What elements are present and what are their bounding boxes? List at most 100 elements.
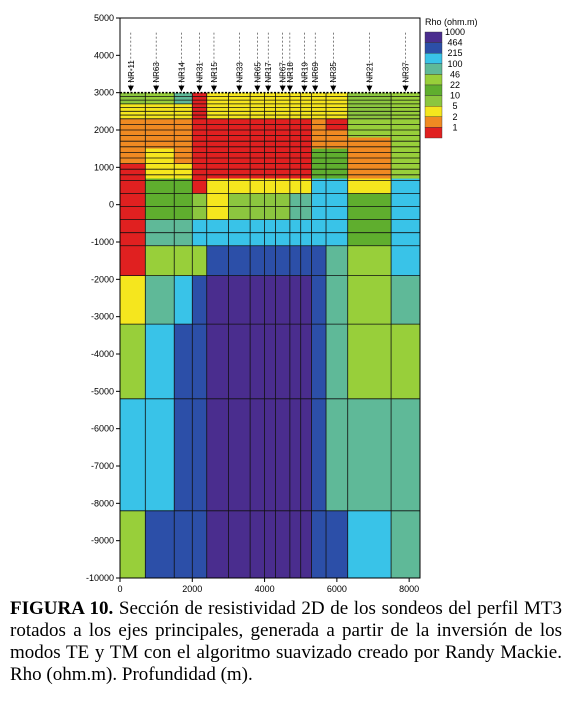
rho-cell-5	[347, 178, 392, 194]
x-tick-label: 6000	[327, 584, 347, 594]
legend-label: 464	[447, 38, 462, 48]
y-tick-label: 0	[109, 200, 114, 210]
station-label: NR18	[286, 62, 295, 83]
rho-cell-464	[326, 510, 348, 578]
station-marker: NR37	[402, 32, 411, 92]
station-label: NR33	[235, 62, 244, 83]
station-triangle-icon	[286, 85, 293, 92]
station-marker: NR63	[152, 32, 161, 92]
figure-caption: FIGURA 10. Sección de resistividad 2D de…	[10, 598, 562, 686]
legend-swatch	[424, 63, 443, 75]
x-tick-label: 8000	[399, 584, 419, 594]
rho-cell-464	[311, 245, 327, 578]
station-label: NR37	[402, 62, 411, 83]
rho-cell-215	[174, 275, 193, 325]
plot-frame	[119, 17, 421, 579]
station-label: NR21	[365, 62, 374, 83]
legend-label: 100	[447, 59, 462, 69]
y-tick-label: 2000	[94, 125, 114, 135]
station-triangle-icon	[178, 85, 185, 92]
y-axis: 5000 4000 3000 2000 1000 0 -1000 -2000 -3000 -400…	[86, 13, 120, 583]
station-label: NR-11	[127, 60, 136, 83]
rho-cell-1	[192, 92, 207, 194]
station-label: NR65	[253, 62, 262, 83]
rho-cell-100	[391, 510, 420, 578]
station-marker: NR15	[210, 32, 219, 92]
station-marker: NR65	[253, 32, 262, 92]
station-marker: NR17	[264, 32, 273, 92]
station-marker: NR69	[311, 32, 320, 92]
station-marker: NR18	[286, 32, 295, 92]
y-tick-label: -1000	[91, 237, 114, 247]
station-marker: NR19	[300, 32, 309, 92]
rho-cell-5	[174, 163, 193, 179]
rho-cell-10	[120, 92, 146, 104]
y-tick-label: -3000	[91, 312, 114, 322]
rho-cell-215	[311, 178, 348, 246]
station-triangle-icon	[236, 85, 243, 92]
station-marker: NR67	[279, 32, 288, 92]
legend-swatch	[424, 116, 443, 128]
rho-cell-46	[391, 92, 420, 119]
station-triangle-icon	[402, 85, 409, 92]
y-tick-label: 1000	[94, 162, 114, 172]
rho-cell-215	[120, 398, 146, 511]
y-tick-label: 4000	[94, 50, 114, 60]
station-label: NR19	[300, 62, 309, 83]
station-label: NR69	[311, 62, 320, 83]
rho-cell-22	[145, 178, 193, 220]
legend-label: 2	[452, 112, 457, 122]
x-tick-label: 2000	[182, 584, 202, 594]
y-tick-label: -8000	[91, 498, 114, 508]
station-marker: NR35	[329, 32, 338, 92]
rho-cell-1000	[206, 275, 312, 578]
station-triangle-icon	[330, 85, 337, 92]
air-region	[120, 18, 420, 93]
station-triangle-icon	[196, 85, 203, 92]
station-marker: NR-11	[127, 32, 136, 92]
station-triangle-icon	[366, 85, 373, 92]
model-grid	[119, 92, 421, 578]
rho-cell-46	[145, 92, 175, 104]
rho-cell-215	[391, 178, 420, 194]
rho-cell-5	[120, 275, 146, 325]
station-label: NR14	[177, 62, 186, 83]
rho-cell-464	[174, 324, 207, 578]
station-triangle-icon	[279, 85, 286, 92]
station-label: NR15	[210, 62, 219, 83]
legend-label: 22	[450, 80, 460, 90]
legend-label: 1000	[445, 27, 465, 37]
rho-cell-100	[174, 92, 193, 104]
station-label: NR35	[329, 62, 338, 83]
legend-swatch	[424, 74, 443, 86]
y-tick-label: 5000	[94, 13, 114, 23]
legend-swatch	[424, 84, 443, 96]
legend-label: 1	[452, 122, 457, 132]
station-triangle-icon	[127, 85, 134, 92]
rho-cell-215	[347, 510, 392, 578]
y-tick-label: -6000	[91, 424, 114, 434]
resistivity-cells	[120, 92, 420, 579]
caption-text: Sección de resistividad 2D de los sondeo…	[10, 598, 562, 685]
y-tick-label: -4000	[91, 349, 114, 359]
rho-cell-46	[391, 118, 420, 179]
station-triangle-icon	[153, 85, 160, 92]
station-marker: NR14	[177, 32, 186, 92]
rho-cell-100	[145, 275, 175, 325]
resistivity-section-chart: NR-11 NR63 NR14 NR31 NR15 NR33 NR65 NR17 NR67NR1…	[86, 13, 478, 594]
y-tick-label: -10000	[86, 573, 114, 583]
rho-cell-215	[391, 193, 420, 276]
surface-profile	[120, 18, 420, 94]
legend-label: 10	[450, 91, 460, 101]
rho-cell-1	[206, 118, 312, 179]
rho-cell-100	[347, 398, 420, 511]
station-triangle-icon	[301, 85, 308, 92]
station-triangle-icon	[312, 85, 319, 92]
rho-cell-46	[347, 118, 392, 138]
x-tick-label: 0	[117, 584, 122, 594]
y-tick-label: 3000	[94, 88, 114, 98]
legend-swatch	[424, 127, 443, 139]
rho-cell-100	[391, 275, 420, 325]
station-label: NR17	[264, 62, 273, 83]
